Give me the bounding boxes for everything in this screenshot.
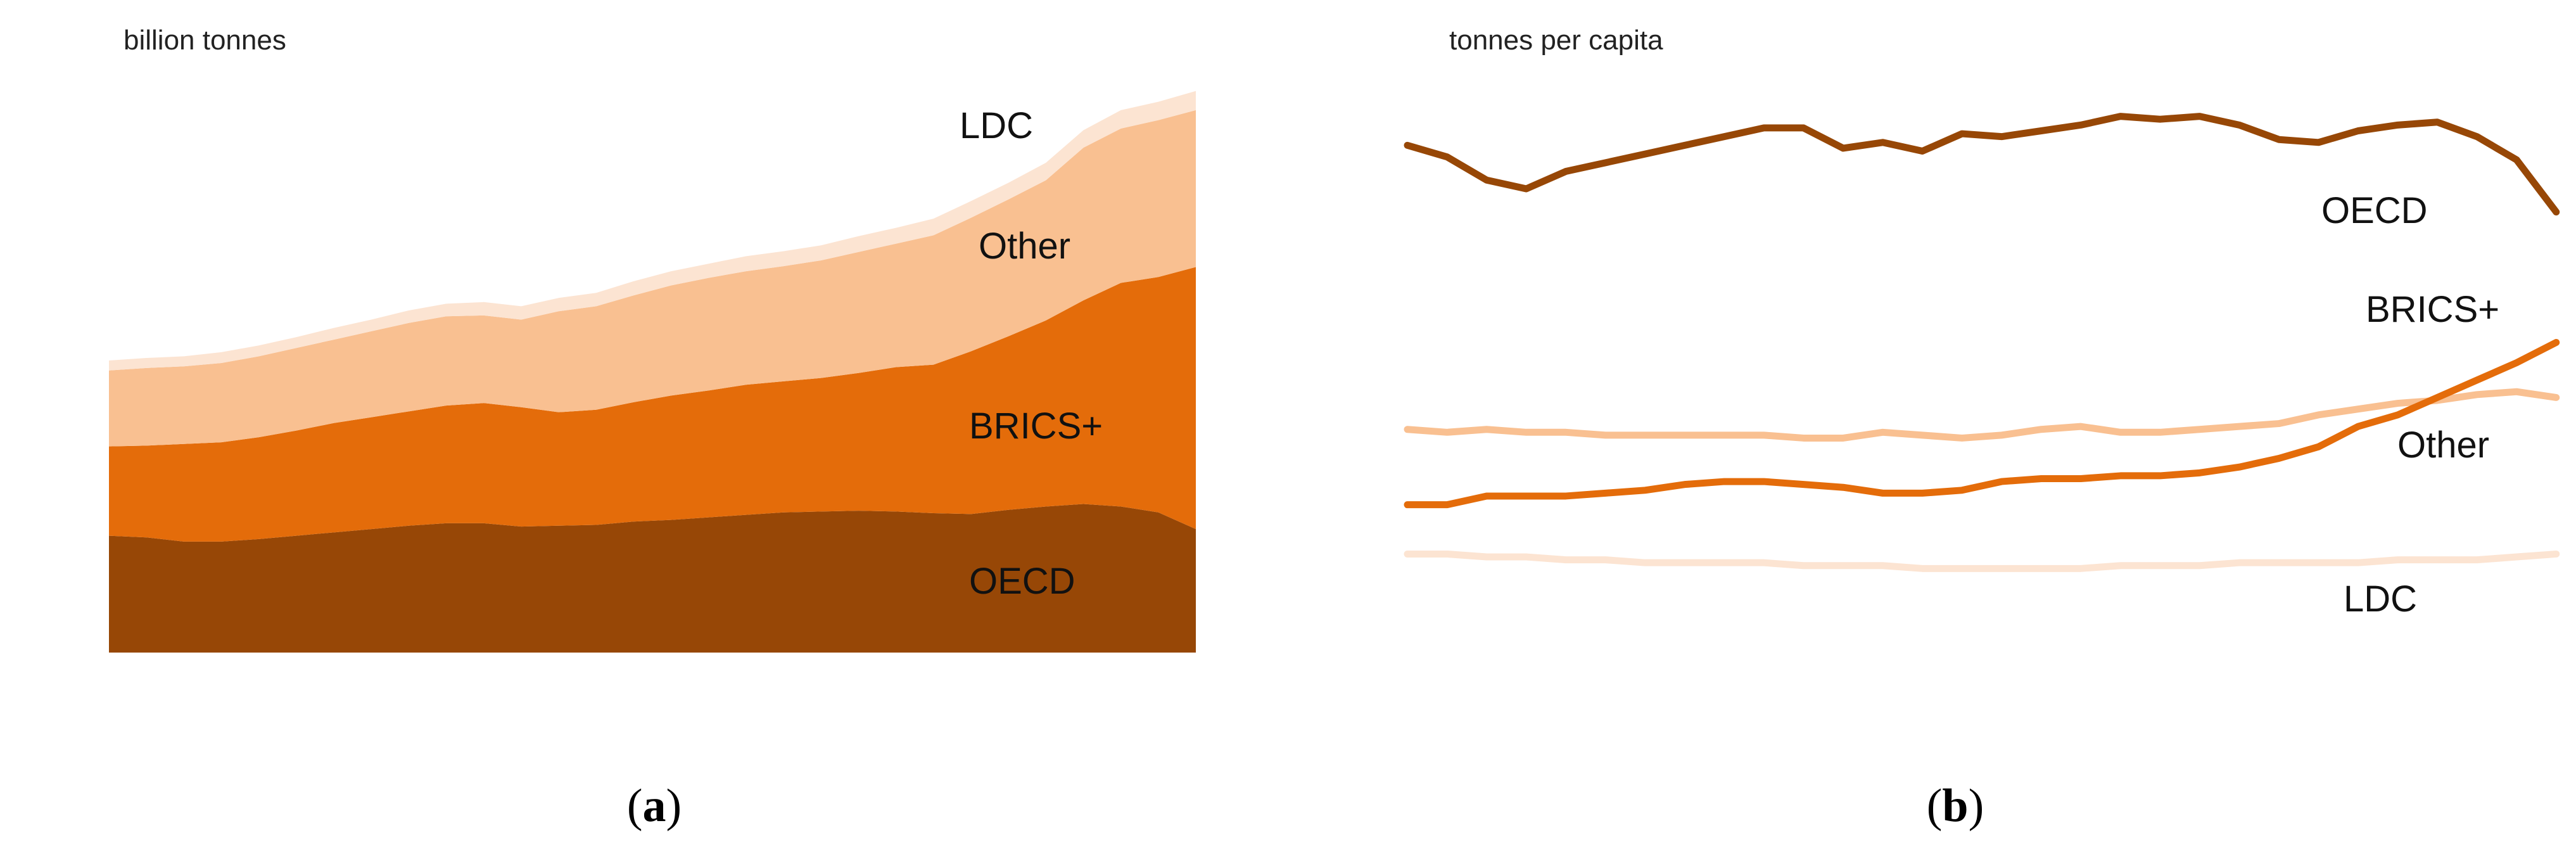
chart-b-label-other: Other xyxy=(2397,424,2489,466)
chart-a-label-brics: BRICS+ xyxy=(969,405,1103,447)
chart-a-area-oecd xyxy=(109,504,1196,653)
chart-a-label-ldc: LDC xyxy=(960,105,1033,146)
chart-b-y-unit-label: tonnes per capita xyxy=(1449,25,1663,56)
chart-b: tonnes per capita OECD BRICS+ Other LDC … xyxy=(1404,25,2560,832)
chart-a-area-other xyxy=(109,110,1196,447)
chart-b-label-brics: BRICS+ xyxy=(2366,289,2499,330)
panel-label-b: (b) xyxy=(1927,780,1984,832)
panel-letter-b: b xyxy=(1942,780,1968,832)
chart-a-area-brics xyxy=(109,267,1196,542)
panel-label-a: (a) xyxy=(627,780,682,832)
chart-a-label-oecd: OECD xyxy=(969,561,1075,602)
chart-b-line-brics xyxy=(1404,338,2560,509)
chart-a-areas xyxy=(109,91,1196,653)
chart-b-lines xyxy=(1404,113,2560,572)
chart-a-label-other: Other xyxy=(979,226,1070,267)
chart-b-line-other xyxy=(1404,388,2560,442)
panel-letter-a: a xyxy=(643,780,666,832)
chart-a-y-unit-label: billion tonnes xyxy=(124,25,286,56)
chart-b-label-ldc: LDC xyxy=(2344,578,2417,620)
chart-b-label-oecd: OECD xyxy=(2321,190,2428,231)
chart-b-line-ldc xyxy=(1404,550,2560,572)
chart-b-line-oecd xyxy=(1404,113,2560,216)
chart-a: billion tonnes LDC Other BRICS+ OECD (a) xyxy=(109,25,1196,832)
